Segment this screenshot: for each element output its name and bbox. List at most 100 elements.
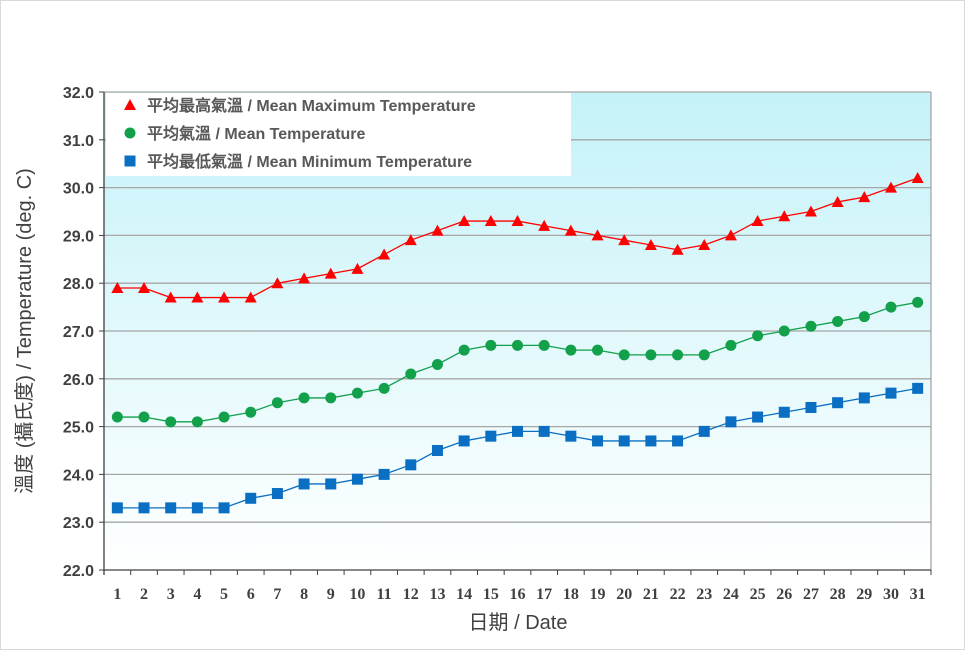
triangle-marker — [191, 291, 204, 303]
circle-marker — [298, 392, 310, 404]
square-marker — [218, 502, 230, 514]
square-marker — [725, 416, 737, 428]
circle-marker — [378, 382, 390, 394]
square-marker — [271, 488, 283, 500]
square-marker — [832, 397, 844, 409]
circle-marker — [325, 392, 337, 404]
x-tick-label: 11 — [377, 586, 392, 603]
square-marker — [124, 155, 136, 167]
square-marker — [592, 435, 604, 447]
circle-marker — [645, 349, 657, 361]
x-tick-label: 7 — [273, 586, 281, 603]
x-tick-label: 17 — [536, 586, 552, 603]
x-tick-label: 28 — [830, 586, 846, 603]
y-tick-label: 22.0 — [63, 563, 94, 580]
circle-marker — [218, 411, 230, 423]
triangle-marker — [644, 238, 657, 250]
triangle-marker — [458, 215, 471, 227]
circle-marker — [725, 339, 737, 351]
x-tick-label: 10 — [349, 586, 365, 603]
y-tick-label: 32.0 — [63, 85, 94, 102]
circle-marker — [752, 330, 764, 342]
x-tick-label: 18 — [563, 586, 579, 603]
triangle-marker — [831, 195, 844, 207]
x-tick-label: 9 — [327, 586, 335, 603]
square-marker — [325, 478, 337, 490]
x-tick-label: 16 — [510, 586, 526, 603]
square-marker — [431, 445, 443, 456]
x-tick-label: 29 — [856, 586, 872, 603]
circle-marker — [485, 339, 497, 351]
square-marker — [111, 502, 123, 514]
circle-marker — [111, 411, 123, 423]
x-tick-label: 15 — [483, 586, 499, 603]
triangle-marker — [138, 281, 151, 293]
triangle-marker — [724, 229, 737, 241]
y-tick-label: 24.0 — [63, 467, 94, 484]
circle-marker — [698, 349, 710, 361]
square-marker — [378, 468, 390, 480]
triangle-marker — [751, 215, 764, 227]
y-tick-label: 25.0 — [63, 420, 94, 437]
x-tick-label: 3 — [167, 586, 175, 603]
circle-marker — [912, 296, 924, 308]
triangle-marker — [884, 181, 897, 193]
x-tick-label: 5 — [220, 586, 228, 603]
circle-marker — [858, 311, 870, 323]
x-tick-label: 24 — [723, 586, 739, 603]
x-tick-label: 2 — [140, 586, 148, 603]
x-tick-label: 13 — [429, 586, 445, 603]
triangle-marker — [431, 224, 444, 236]
triangle-marker — [618, 234, 631, 246]
x-tick-label: 8 — [300, 586, 308, 603]
square-marker — [245, 492, 257, 504]
x-axis-label: 日期 / Date — [469, 612, 568, 634]
triangle-marker — [698, 238, 711, 250]
x-tick-label: 20 — [616, 586, 632, 603]
legend-label: 平均氣溫 / Mean Temperature — [147, 124, 366, 143]
y-axis-label: 溫度 (攝氏度) / Temperature (deg. C) — [13, 168, 36, 494]
y-tick-label: 23.0 — [63, 515, 94, 532]
x-tick-label: 4 — [193, 586, 201, 603]
square-marker — [698, 425, 710, 437]
triangle-marker — [378, 248, 391, 260]
series-triangle — [111, 172, 924, 303]
x-tick-label: 6 — [247, 586, 255, 603]
circle-marker — [538, 339, 550, 351]
square-marker — [912, 382, 924, 394]
triangle-marker — [298, 272, 311, 284]
series-circle — [111, 296, 924, 428]
circle-marker — [138, 411, 150, 423]
x-tick-label: 19 — [590, 586, 606, 603]
circle-marker — [592, 344, 604, 356]
square-marker — [512, 425, 523, 437]
circle-marker — [805, 320, 817, 332]
square-marker — [138, 502, 150, 514]
circle-marker — [458, 344, 470, 356]
legend-label: 平均最高氣溫 / Mean Maximum Temperature — [147, 96, 476, 115]
x-tick-label: 1 — [113, 586, 121, 603]
square-marker — [752, 411, 764, 423]
x-tick-label: 12 — [403, 586, 419, 603]
y-tick-label: 27.0 — [63, 324, 94, 341]
circle-marker — [778, 325, 790, 337]
square-marker — [538, 425, 550, 437]
legend-box — [106, 93, 571, 176]
series-square — [111, 382, 924, 514]
triangle-marker — [778, 210, 791, 222]
x-tick-label: 22 — [670, 586, 686, 603]
triangle-marker — [124, 99, 136, 110]
x-tick-label: 23 — [696, 586, 712, 603]
triangle-marker — [564, 224, 577, 236]
square-marker — [191, 502, 203, 514]
triangle-marker — [164, 291, 177, 303]
x-tick-label: 30 — [883, 586, 899, 603]
square-marker — [858, 392, 870, 404]
x-tick-label: 21 — [643, 586, 659, 603]
square-marker — [565, 430, 577, 442]
circle-marker — [885, 301, 897, 313]
triangle-marker — [911, 172, 924, 184]
circle-marker — [832, 315, 844, 327]
